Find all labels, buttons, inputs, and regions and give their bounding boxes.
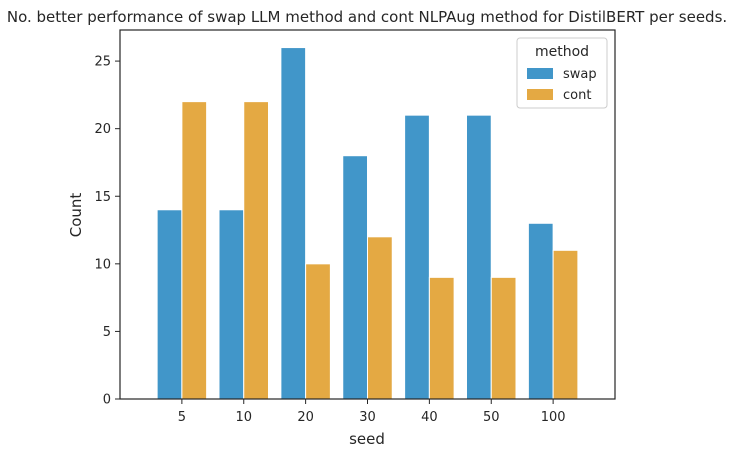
- bar-swap-10: [218, 209, 245, 400]
- x-tick-label: 30: [359, 410, 376, 425]
- legend-label-cont: cont: [563, 88, 591, 103]
- y-tick-label: 25: [94, 55, 111, 70]
- y-tick-label: 15: [94, 190, 111, 205]
- y-tick-label: 10: [94, 257, 111, 272]
- chart-title: No. better performance of swap LLM metho…: [7, 8, 727, 26]
- x-tick-label: 100: [541, 410, 566, 425]
- bar-cont-100: [552, 249, 579, 400]
- x-tick-label: 40: [421, 410, 438, 425]
- legend-swatch-swap: [527, 68, 553, 79]
- bar-swap-20: [280, 47, 307, 400]
- bar-cont-40: [428, 276, 455, 400]
- bar-cont-20: [305, 263, 331, 400]
- bar-swap-50: [466, 114, 492, 400]
- x-tick-label: 50: [483, 410, 500, 425]
- x-axis-label: seed: [349, 430, 385, 448]
- legend: method swap cont: [516, 37, 608, 109]
- legend-title: method: [535, 44, 589, 60]
- x-tick-label: 5: [178, 410, 186, 425]
- legend-label-swap: swap: [563, 67, 597, 82]
- bar-cont-50: [490, 276, 517, 400]
- x-tick-label: 20: [297, 410, 314, 425]
- y-tick-label: 5: [103, 325, 111, 340]
- y-tick-label: 20: [94, 122, 111, 137]
- y-axis-label: Count: [67, 193, 85, 238]
- y-tick-label: 0: [103, 393, 111, 408]
- plot-frame: [119, 29, 616, 400]
- plot-area: 5 10 20 30 40 50 100 0 5 10 15 20 25: [94, 29, 616, 425]
- bar-cont-10: [243, 101, 269, 400]
- bar-swap-5: [156, 209, 183, 400]
- x-tick-label: 10: [235, 410, 252, 425]
- bar-swap-40: [404, 114, 430, 400]
- legend-swatch-cont: [527, 89, 553, 100]
- bar-cont-30: [367, 236, 393, 400]
- bar-swap-100: [527, 222, 554, 400]
- bar-swap-30: [342, 155, 368, 400]
- bar-cont-5: [181, 101, 208, 400]
